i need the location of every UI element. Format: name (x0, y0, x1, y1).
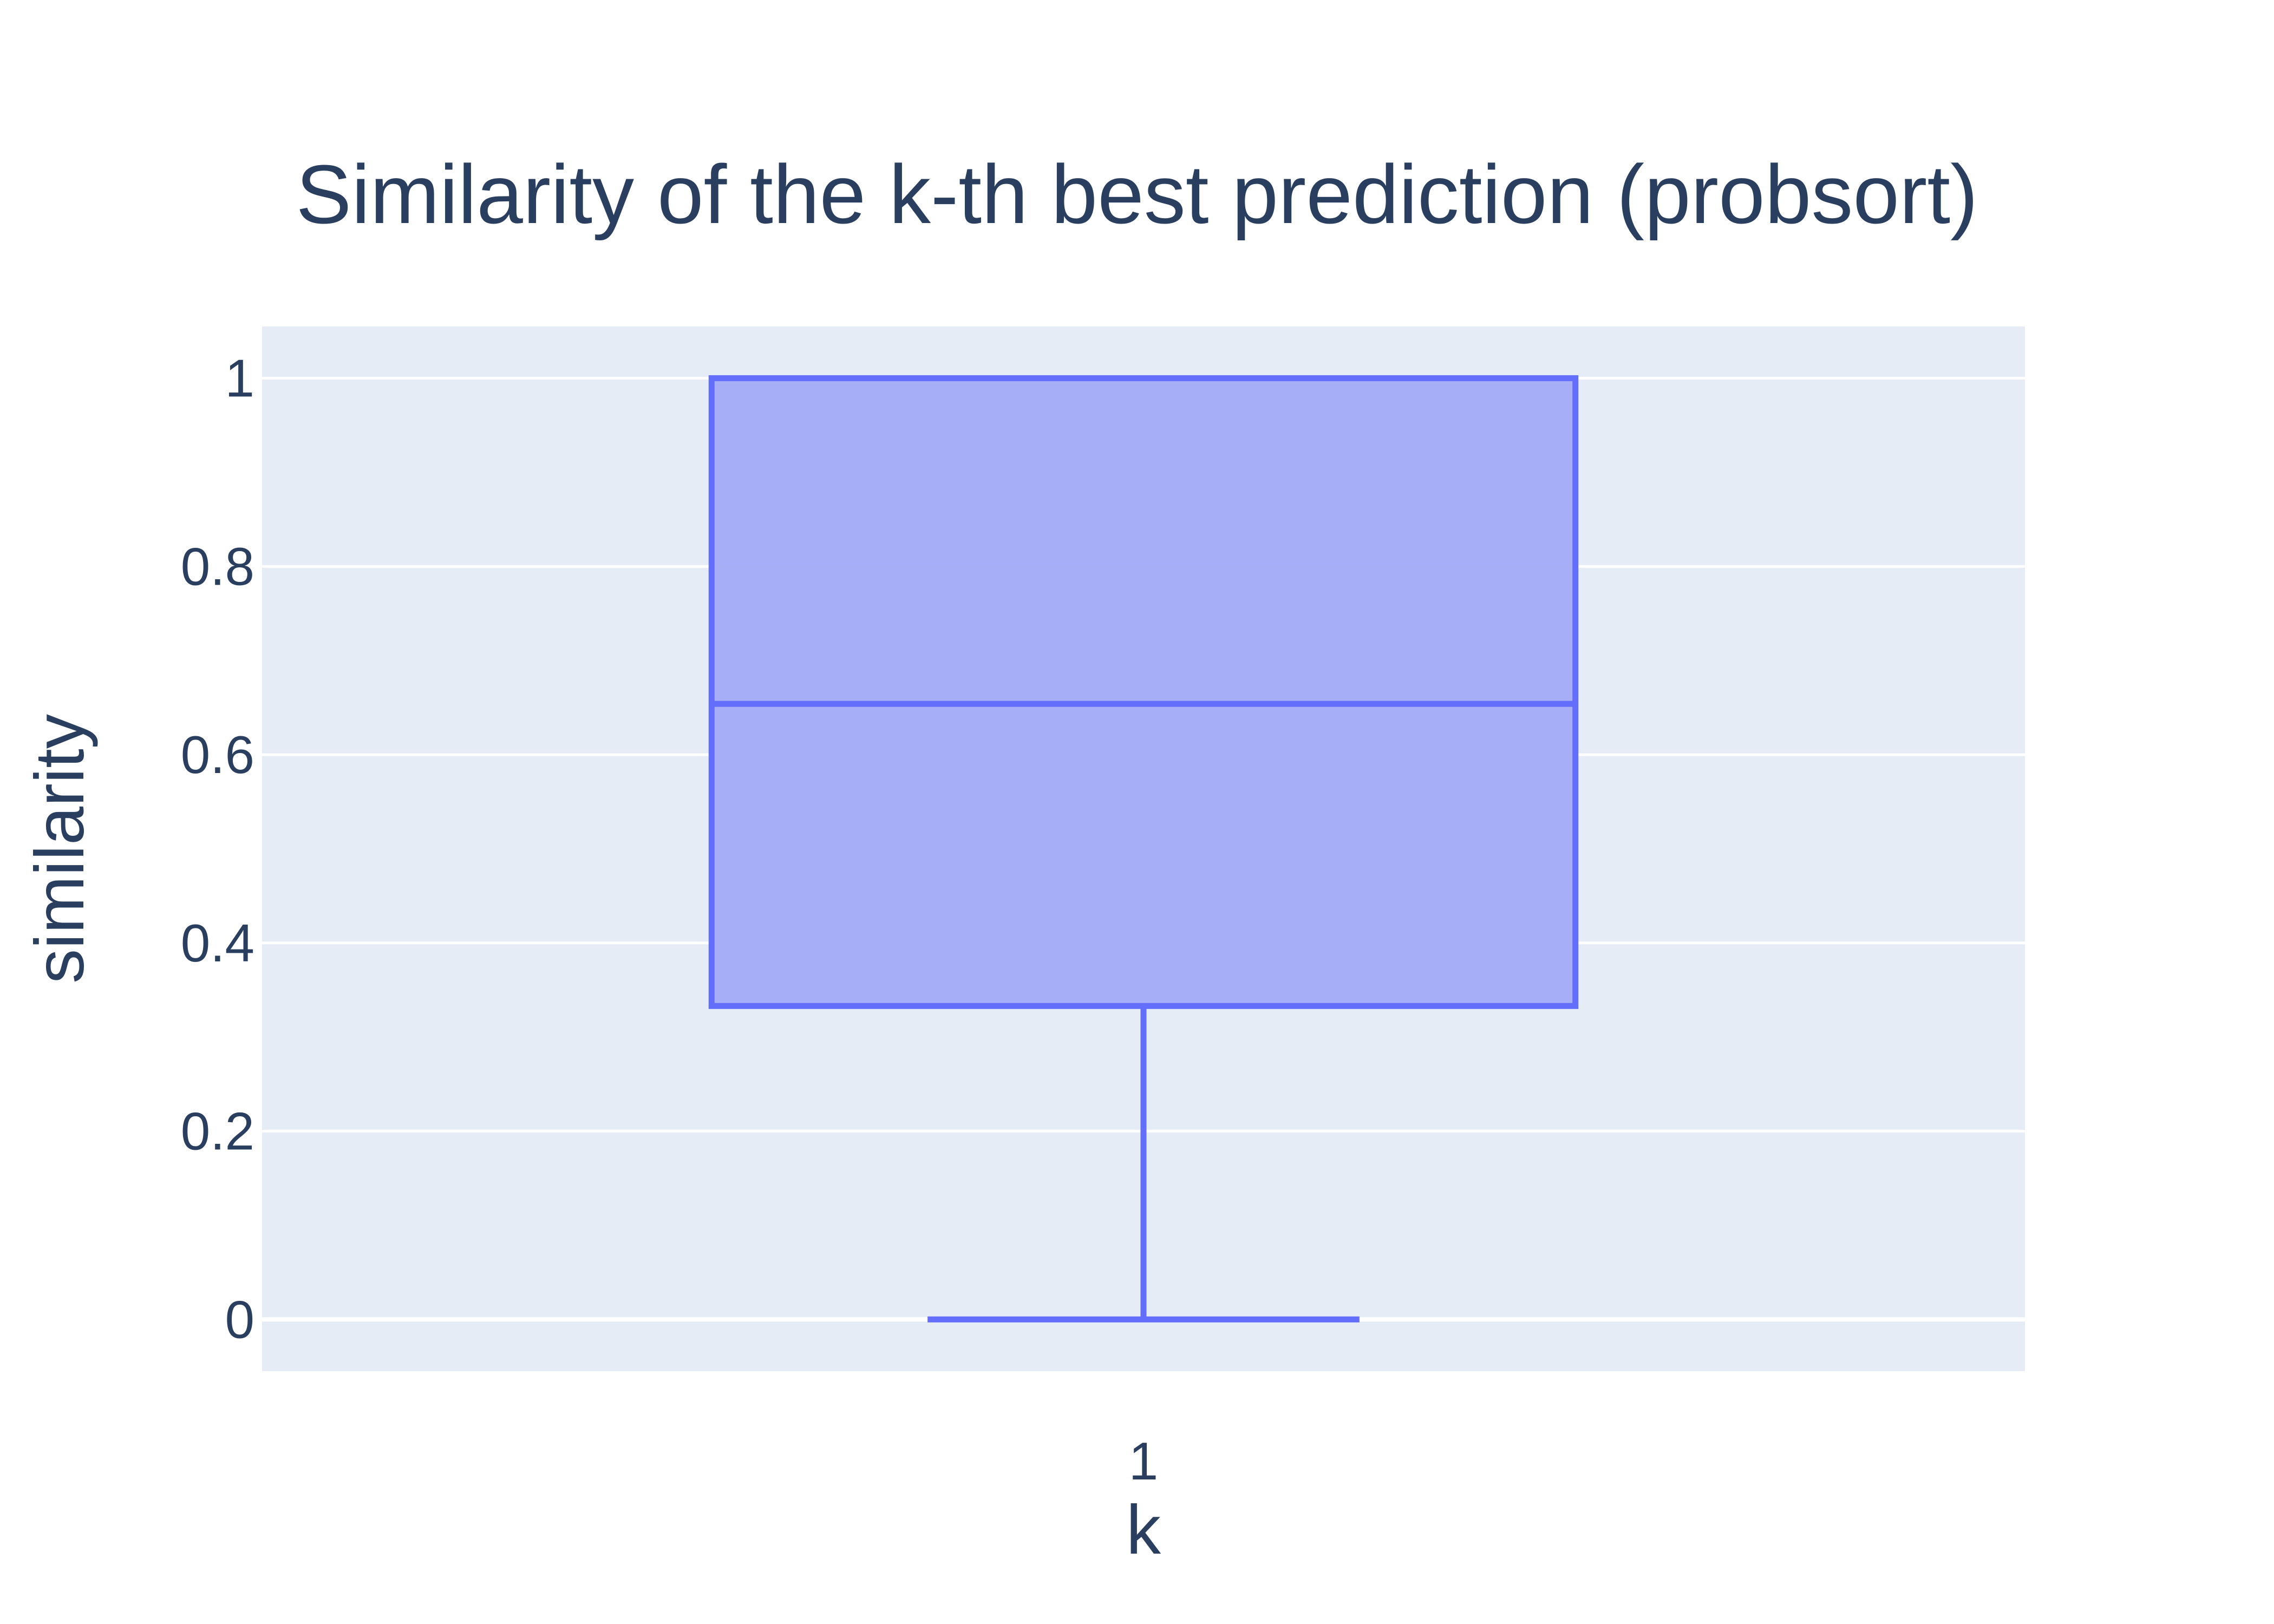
box-plot (708, 375, 1579, 1322)
x-tick-label: 1 (1129, 1431, 1159, 1491)
y-tick-label: 0.6 (181, 725, 254, 784)
y-tick-label: 0.4 (181, 913, 254, 973)
y-tick-label: 0 (225, 1289, 254, 1349)
y-tick-label: 1 (225, 349, 254, 408)
y-tick-label: 0.2 (181, 1102, 254, 1161)
y-tick-label: 0.8 (181, 536, 254, 596)
box-iqr (708, 375, 1579, 1009)
x-axis-title: k (1126, 1491, 1161, 1569)
y-tick-labels: 0 0.2 0.4 0.6 0.8 1 (181, 349, 254, 1350)
chart-title: Similarity of the k-th best prediction (… (296, 148, 1978, 241)
y-axis-title: similarity (21, 714, 99, 984)
x-tick-labels: 1 (1129, 1431, 1159, 1491)
